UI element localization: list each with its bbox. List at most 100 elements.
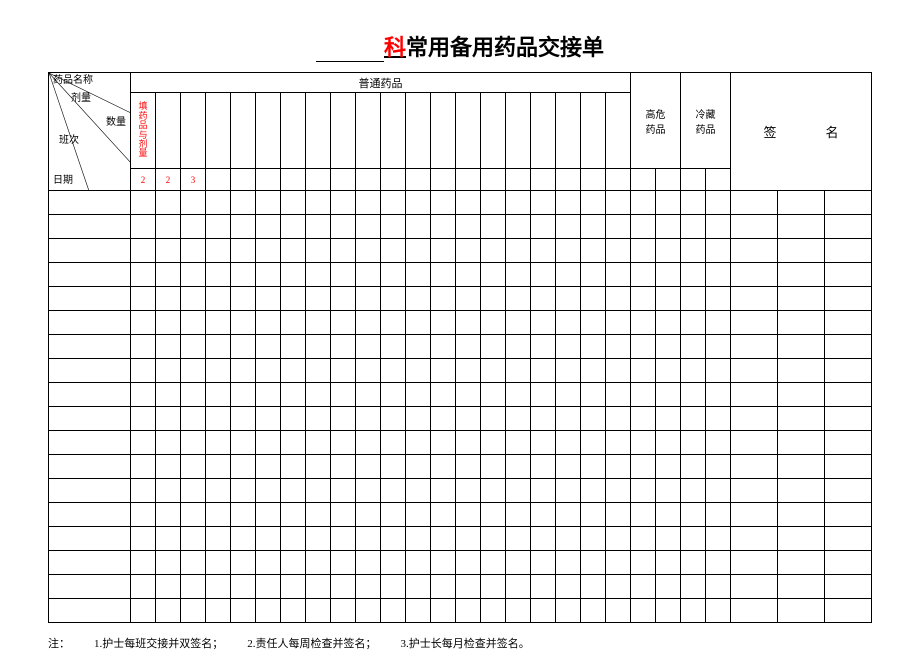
cell bbox=[681, 383, 706, 407]
cell bbox=[706, 215, 731, 239]
cell bbox=[481, 527, 506, 551]
cell bbox=[231, 551, 256, 575]
cell bbox=[606, 263, 631, 287]
footnote: 注：1.护士每班交接并双签名；2.责任人每周检查并签名；3.护士长每月检查并签名… bbox=[48, 635, 872, 651]
cell bbox=[431, 407, 456, 431]
cell bbox=[431, 383, 456, 407]
cell bbox=[181, 407, 206, 431]
cell bbox=[431, 335, 456, 359]
cell bbox=[656, 215, 681, 239]
cell bbox=[381, 383, 406, 407]
cell bbox=[706, 575, 731, 599]
cell bbox=[181, 551, 206, 575]
cell bbox=[156, 335, 181, 359]
cell bbox=[681, 455, 706, 479]
cell bbox=[331, 551, 356, 575]
cell bbox=[231, 191, 256, 215]
cell bbox=[381, 407, 406, 431]
cell bbox=[656, 551, 681, 575]
cell bbox=[731, 503, 778, 527]
cell bbox=[556, 215, 581, 239]
qty-cell bbox=[206, 169, 231, 191]
cell bbox=[531, 215, 556, 239]
cell bbox=[156, 503, 181, 527]
cell bbox=[231, 215, 256, 239]
cell bbox=[681, 527, 706, 551]
cell bbox=[231, 335, 256, 359]
cell bbox=[381, 287, 406, 311]
cell bbox=[481, 239, 506, 263]
cell bbox=[331, 575, 356, 599]
cell bbox=[206, 215, 231, 239]
cell bbox=[331, 239, 356, 263]
drug-name-col bbox=[506, 93, 531, 169]
cell bbox=[631, 383, 656, 407]
cell bbox=[456, 527, 481, 551]
cell bbox=[131, 407, 156, 431]
table-row bbox=[49, 383, 872, 407]
header-high-risk: 高危 药品 bbox=[631, 73, 681, 169]
cell bbox=[431, 191, 456, 215]
cell bbox=[656, 455, 681, 479]
cell bbox=[206, 239, 231, 263]
cell bbox=[306, 599, 331, 623]
cell bbox=[606, 359, 631, 383]
table-row bbox=[49, 263, 872, 287]
cell bbox=[778, 335, 825, 359]
cell bbox=[631, 287, 656, 311]
cell bbox=[256, 527, 281, 551]
cell bbox=[481, 383, 506, 407]
qty-cell bbox=[381, 169, 406, 191]
cell bbox=[778, 311, 825, 335]
cell bbox=[231, 287, 256, 311]
drug-name-col bbox=[356, 93, 381, 169]
cell bbox=[381, 191, 406, 215]
drug-name-col bbox=[531, 93, 556, 169]
cell bbox=[825, 479, 872, 503]
cell bbox=[456, 191, 481, 215]
cell bbox=[731, 575, 778, 599]
cell bbox=[731, 455, 778, 479]
cell bbox=[706, 527, 731, 551]
cell bbox=[206, 479, 231, 503]
cell bbox=[531, 431, 556, 455]
qty-cell bbox=[581, 169, 606, 191]
cell bbox=[431, 287, 456, 311]
table-row bbox=[49, 287, 872, 311]
cell bbox=[825, 287, 872, 311]
cell bbox=[231, 359, 256, 383]
cell bbox=[181, 599, 206, 623]
cell bbox=[731, 407, 778, 431]
drug-name-col bbox=[256, 93, 281, 169]
corner-drug-name: 药品名称 bbox=[53, 75, 93, 86]
cell bbox=[556, 479, 581, 503]
drug-name-col bbox=[581, 93, 606, 169]
cell bbox=[131, 311, 156, 335]
qty-cell bbox=[706, 169, 731, 191]
cell bbox=[656, 311, 681, 335]
cell bbox=[381, 263, 406, 287]
corner-dosage: 剂量 bbox=[71, 93, 91, 104]
cell bbox=[556, 383, 581, 407]
cell bbox=[206, 503, 231, 527]
cell bbox=[281, 311, 306, 335]
cell bbox=[206, 383, 231, 407]
cell bbox=[706, 503, 731, 527]
cell bbox=[306, 287, 331, 311]
cell bbox=[778, 551, 825, 575]
cell bbox=[606, 383, 631, 407]
cell bbox=[481, 359, 506, 383]
cell bbox=[406, 263, 431, 287]
cell bbox=[706, 599, 731, 623]
cell bbox=[556, 335, 581, 359]
cell bbox=[231, 575, 256, 599]
cell bbox=[606, 479, 631, 503]
cell bbox=[506, 479, 531, 503]
cell bbox=[825, 407, 872, 431]
drug-name-col bbox=[381, 93, 406, 169]
cell bbox=[131, 503, 156, 527]
title-text: 常用备用药品交接单 bbox=[406, 35, 604, 60]
cell bbox=[356, 191, 381, 215]
cell bbox=[281, 407, 306, 431]
cell bbox=[731, 263, 778, 287]
